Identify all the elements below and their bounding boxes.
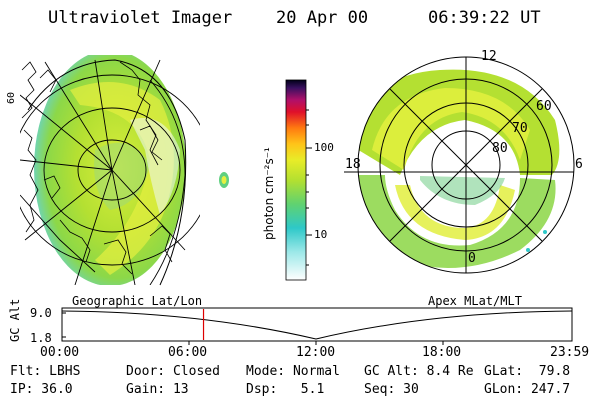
- param-gain: Gain: 13: [126, 382, 189, 397]
- geo-panel-label: Geographic Lat/Lon: [72, 294, 203, 308]
- xtick-1200: 12:00: [296, 345, 336, 360]
- mlt-label-right: 6: [575, 157, 583, 172]
- xtick-2359: 23:59: [550, 345, 590, 360]
- param-glat: GLat: 79.8: [484, 364, 571, 379]
- lat-label-60: 60: [536, 99, 552, 114]
- polar-labels: 12 18 6 0 60 70 80: [345, 49, 583, 266]
- param-glon: GLon: 247.7: [484, 382, 571, 397]
- colorbar-tick-100: 100: [314, 141, 334, 154]
- param-dsp: Dsp: 5.1: [246, 382, 325, 397]
- geographic-map: [20, 55, 229, 286]
- altitude-plot: [61, 307, 573, 345]
- geo-grid: [20, 59, 200, 285]
- altitude-ytick-high: 9.0: [30, 306, 52, 320]
- earth-limb: [27, 59, 187, 286]
- colorbar-tick-10: 10: [314, 228, 328, 241]
- param-door: Door: Closed: [126, 364, 220, 379]
- instrument-title: Ultraviolet Imager: [48, 8, 233, 28]
- xtick-0000: 00:00: [40, 345, 80, 360]
- param-ip: IP: 36.0: [10, 382, 73, 397]
- time-label: 06:39:22 UT: [428, 8, 541, 28]
- param-mode: Mode: Normal: [246, 364, 340, 379]
- mlt-label-left: 18: [345, 157, 361, 172]
- polar-plot: [344, 56, 575, 274]
- param-filter: Flt: LBHS: [10, 364, 81, 379]
- colorbar-unit-label: photon cm⁻²s⁻¹: [262, 147, 276, 240]
- xtick-1800: 18:00: [422, 345, 462, 360]
- polar-panel-label: Apex MLat/MLT: [428, 294, 522, 308]
- xtick-0600: 06:00: [168, 345, 208, 360]
- altitude-curve: [61, 310, 573, 340]
- lat-label-70: 70: [512, 121, 528, 136]
- mlt-label-bottom: 0: [468, 251, 476, 266]
- colorbar-ticks: [306, 109, 312, 266]
- date-label: 20 Apr 00: [276, 8, 369, 28]
- polar-grid: [344, 56, 575, 274]
- param-seq: Seq: 30: [364, 382, 419, 397]
- geo-glyph: 60: [6, 92, 17, 104]
- altitude-ylabel: GC Alt: [8, 298, 22, 342]
- mlt-label-top: 12: [481, 49, 497, 64]
- lat-label-80: 80: [492, 141, 508, 156]
- altitude-ytick-low: 1.8: [30, 331, 52, 345]
- colorbar: [285, 79, 307, 281]
- altitude-frame: [61, 307, 573, 342]
- coastlines: [21, 61, 173, 275]
- param-gc-alt: GC Alt: 8.4 Re: [364, 364, 474, 379]
